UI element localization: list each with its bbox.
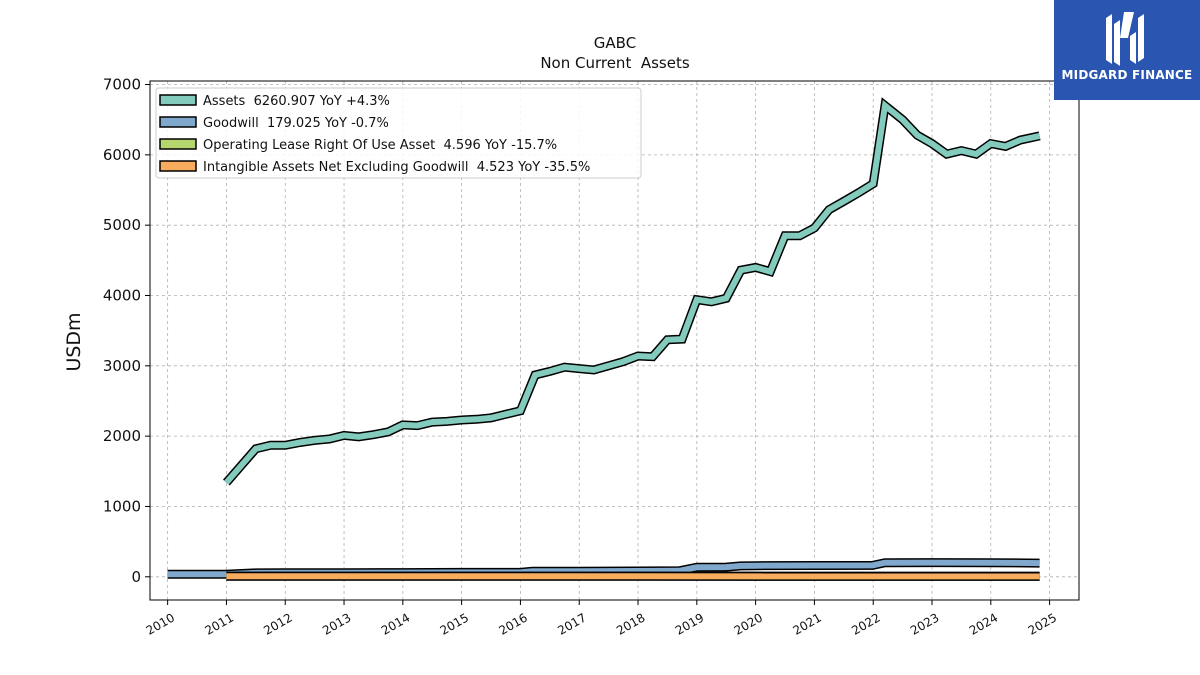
y-tick-label: 3000: [103, 357, 141, 375]
series-layer: [167, 97, 1041, 581]
y-tick-label: 1000: [103, 497, 141, 515]
legend-swatch-intangible-assets-net-excluding-goodwill: [159, 160, 197, 172]
x-tick-label: 2018: [614, 610, 647, 637]
legend-swatch-goodwill: [159, 116, 197, 128]
y-tick-label: 4000: [103, 286, 141, 304]
legend-box: [155, 87, 642, 179]
y-tick-label: 6000: [103, 146, 141, 164]
brand-logo: MIDGARD FINANCE: [1054, 0, 1200, 100]
x-tick-label: 2020: [732, 610, 765, 637]
y-tick-label: 2000: [103, 427, 141, 445]
x-tick-label: 2010: [144, 610, 177, 637]
midgard-logo-icon: [1106, 12, 1144, 66]
y-axis-label: USDm: [63, 312, 85, 371]
chart-subtitle: Non Current Assets: [540, 54, 690, 72]
chart-title: GABC: [594, 34, 636, 52]
x-tick-label: 2017: [555, 610, 588, 637]
x-tick-label: 2015: [438, 610, 471, 637]
x-tick-label: 2019: [673, 610, 706, 637]
x-tick-label: 2022: [849, 610, 882, 637]
legend: Assets 6260.907 YoY +4.3% Goodwill 179.02…: [155, 87, 642, 179]
y-tick-label: 0: [131, 568, 141, 586]
legend-swatch-assets: [159, 94, 197, 106]
y-tick-label: 5000: [103, 216, 141, 234]
x-tick-label: 2024: [967, 610, 1000, 637]
x-tick-label: 2013: [320, 610, 353, 637]
x-tick-label: 2014: [379, 610, 412, 637]
legend-label-intangible-assets-net-excluding-goodwill: Intangible Assets Net Excluding Goodwill…: [203, 160, 590, 175]
legend-label-goodwill: Goodwill 179.025 YoY -0.7%: [203, 116, 389, 131]
brand-name: MIDGARD FINANCE: [1061, 68, 1193, 82]
x-tick-label: 2012: [261, 610, 294, 637]
legend-label-operating-lease-right-of-use-asset: Operating Lease Right Of Use Asset 4.596…: [203, 138, 557, 153]
x-tick-label: 2016: [496, 610, 529, 637]
legend-label-assets: Assets 6260.907 YoY +4.3%: [203, 94, 390, 109]
series-line-assets: [224, 100, 1041, 485]
legend-swatch-operating-lease-right-of-use-asset: [159, 138, 197, 150]
x-tick-label: 2025: [1026, 610, 1059, 637]
x-tick-label: 2023: [908, 610, 941, 637]
x-tick-label: 2021: [790, 610, 823, 637]
x-tick-label: 2011: [202, 610, 235, 637]
plot-frame: [149, 80, 1080, 601]
y-tick-label: 7000: [103, 76, 141, 94]
